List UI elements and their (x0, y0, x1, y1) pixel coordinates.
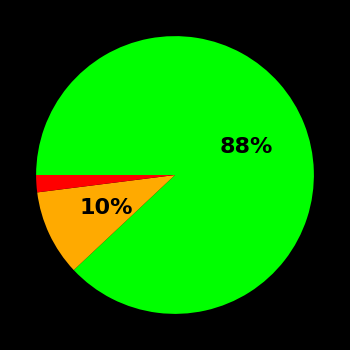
Text: 10%: 10% (79, 197, 133, 217)
Wedge shape (37, 175, 175, 270)
Text: 88%: 88% (219, 137, 273, 157)
Wedge shape (36, 36, 314, 314)
Wedge shape (36, 175, 175, 192)
